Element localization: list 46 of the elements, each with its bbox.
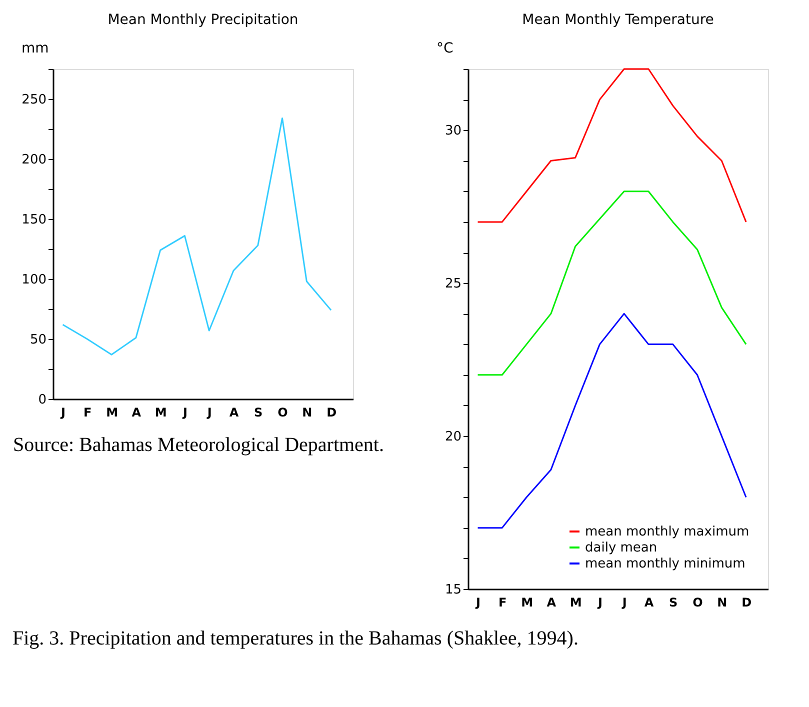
- y-tick-label: 20: [444, 430, 462, 445]
- legend-label: mean monthly minimum: [585, 556, 746, 572]
- x-tick-label: N: [302, 406, 312, 420]
- source-note: Source: Bahamas Meteorological Department.: [13, 434, 384, 456]
- y-tick-label: 250: [22, 92, 46, 108]
- x-tick-label: A: [546, 596, 557, 610]
- x-tick-label: J: [596, 596, 602, 610]
- y-tick-label: 50: [30, 332, 46, 348]
- x-tick-label: J: [182, 406, 188, 420]
- y-tick-label: 0: [38, 392, 46, 408]
- caption: Fig. 3. Precipitation and temperatures in the Bahamas (Shaklee, 1994).: [12, 628, 578, 650]
- line-series: [477, 68, 747, 223]
- x-tick-label: F: [84, 406, 92, 420]
- x-tick-label: D: [326, 406, 337, 420]
- x-tick-label: M: [154, 406, 167, 420]
- y-tick-label: 15: [444, 582, 462, 598]
- chart-title: Mean Monthly Temperature: [522, 12, 714, 28]
- y-axis-title: °C: [436, 40, 454, 56]
- x-tick-label: N: [717, 596, 728, 610]
- line-series: [62, 117, 332, 356]
- chart-title: Mean Monthly Precipitation: [108, 12, 298, 28]
- x-tick-label: S: [669, 596, 678, 610]
- x-tick-label: M: [106, 406, 118, 420]
- y-tick-label: 100: [22, 272, 46, 288]
- x-tick-label: F: [498, 596, 507, 610]
- line-series: [477, 190, 747, 376]
- x-tick-label: O: [278, 406, 288, 420]
- x-tick-label: J: [60, 406, 66, 420]
- x-tick-label: A: [132, 406, 142, 420]
- x-tick-label: S: [254, 406, 263, 420]
- y-tick-label: 150: [22, 212, 46, 228]
- x-tick-label: J: [206, 406, 212, 420]
- x-tick-label: D: [742, 596, 752, 610]
- x-tick-label: A: [229, 406, 240, 420]
- y-tick-label: 25: [444, 276, 462, 292]
- legend-label: mean monthly maximum: [585, 524, 750, 540]
- y-axis-title: mm: [22, 40, 49, 56]
- x-tick-label: O: [692, 596, 703, 610]
- x-tick-label: A: [644, 596, 654, 610]
- x-tick-label: M: [521, 596, 534, 610]
- y-tick-label: 30: [444, 124, 462, 139]
- x-tick-label: M: [570, 596, 582, 610]
- legend-label: daily mean: [585, 540, 658, 556]
- x-tick-label: J: [621, 596, 627, 610]
- y-tick-label: 200: [22, 152, 46, 168]
- x-tick-label: J: [475, 596, 480, 610]
